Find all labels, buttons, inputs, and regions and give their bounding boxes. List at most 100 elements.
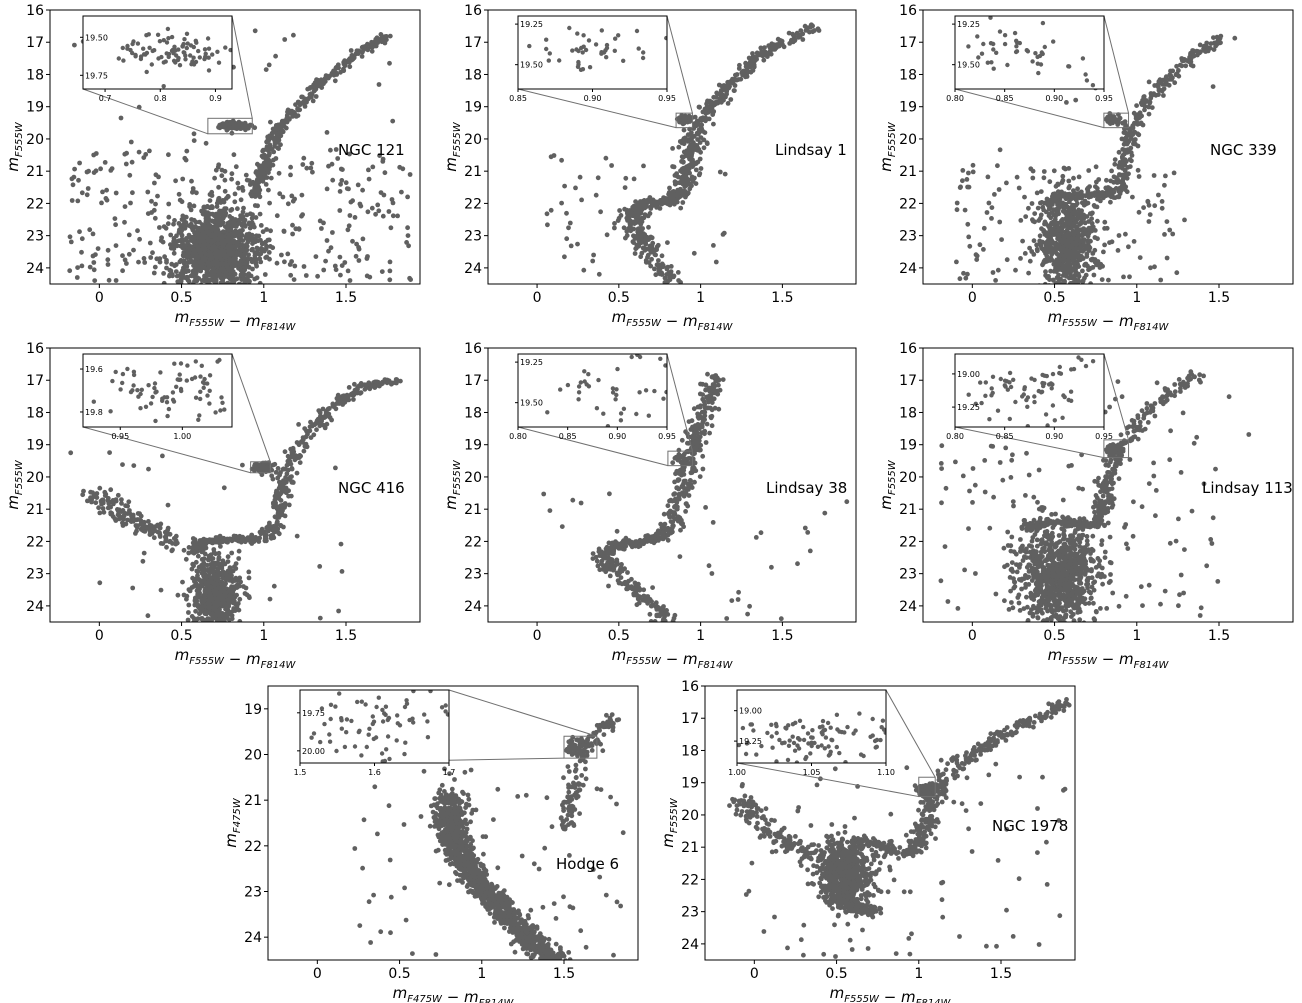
star-point	[105, 247, 111, 253]
star-point	[225, 285, 230, 290]
star-point	[654, 247, 659, 253]
star-point	[202, 624, 207, 629]
star-point	[765, 54, 770, 59]
star-point	[1051, 261, 1057, 267]
star-point	[1106, 277, 1111, 283]
star-point	[215, 629, 220, 634]
y-tick-label: 22	[899, 196, 917, 212]
star-point	[258, 223, 264, 228]
star-point	[695, 121, 700, 127]
star-point	[116, 56, 122, 61]
star-point	[1146, 104, 1152, 110]
star-point	[113, 190, 119, 196]
y-axis-label: mF555W	[4, 121, 25, 171]
star-point	[366, 176, 372, 182]
star-point	[680, 200, 686, 205]
star-point	[215, 251, 220, 256]
star-point	[161, 280, 167, 284]
star-point	[659, 253, 665, 259]
star-point	[598, 209, 603, 215]
star-point	[671, 273, 677, 279]
star-point	[622, 185, 628, 191]
star-point	[189, 585, 195, 590]
star-point	[180, 176, 186, 182]
star-point	[186, 610, 191, 615]
star-point	[224, 612, 229, 617]
star-point	[653, 252, 658, 258]
star-point	[200, 626, 205, 631]
star-point	[200, 570, 206, 575]
star-point	[204, 562, 210, 568]
star-point	[1146, 219, 1152, 224]
star-point	[405, 225, 410, 231]
star-point	[691, 250, 697, 256]
star-point	[222, 188, 228, 194]
star-point	[808, 22, 814, 28]
star-point	[273, 156, 279, 161]
star-point	[213, 624, 218, 629]
star-point	[274, 260, 280, 266]
star-point	[120, 253, 125, 259]
star-point	[266, 62, 272, 68]
star-point	[957, 276, 963, 282]
star-point	[164, 40, 170, 45]
star-point	[1075, 288, 1080, 293]
star-point	[581, 33, 586, 38]
star-point	[627, 226, 633, 232]
star-point	[254, 178, 260, 183]
star-point	[190, 250, 196, 256]
star-point	[214, 568, 220, 574]
star-point	[91, 260, 97, 265]
star-point	[154, 256, 160, 262]
star-point	[1059, 252, 1064, 258]
star-point	[1079, 200, 1085, 206]
star-point	[141, 46, 146, 51]
inset-connector	[231, 15, 253, 119]
star-point	[405, 194, 410, 200]
star-point	[133, 54, 138, 59]
star-point	[991, 47, 996, 52]
star-point	[646, 237, 651, 243]
star-point	[275, 466, 281, 471]
star-point	[257, 211, 263, 217]
inset-frame	[954, 15, 1105, 90]
star-point	[743, 61, 749, 67]
star-point	[1079, 189, 1084, 195]
star-point	[214, 258, 219, 264]
star-point	[199, 557, 205, 562]
star-point	[235, 624, 240, 629]
star-point	[583, 47, 589, 53]
zoom-region-box	[675, 112, 693, 129]
star-point	[131, 247, 136, 253]
star-point	[191, 138, 197, 144]
star-point	[318, 77, 324, 83]
star-point	[1050, 202, 1055, 207]
star-point	[1082, 275, 1087, 281]
star-point	[289, 110, 294, 116]
star-point	[210, 52, 215, 57]
star-point	[576, 59, 581, 65]
star-point	[161, 38, 166, 43]
star-point	[202, 223, 208, 229]
star-point	[1090, 83, 1096, 88]
star-point	[567, 25, 572, 31]
star-point	[1124, 175, 1130, 181]
star-point	[244, 287, 249, 292]
star-point	[970, 169, 976, 175]
star-point	[214, 298, 219, 303]
star-point	[1074, 201, 1080, 206]
star-point	[713, 259, 719, 265]
star-point	[191, 203, 197, 209]
star-point	[212, 175, 218, 181]
star-point	[1022, 251, 1028, 256]
star-point	[1159, 199, 1165, 204]
star-point	[993, 278, 998, 283]
star-point	[728, 97, 734, 102]
star-point	[1034, 190, 1040, 196]
star-point	[247, 178, 252, 184]
y-tick-label: 24	[26, 261, 44, 277]
x-axis-label: mF555W − mF814W	[612, 308, 734, 333]
star-point	[1080, 268, 1085, 274]
star-point	[237, 287, 242, 292]
